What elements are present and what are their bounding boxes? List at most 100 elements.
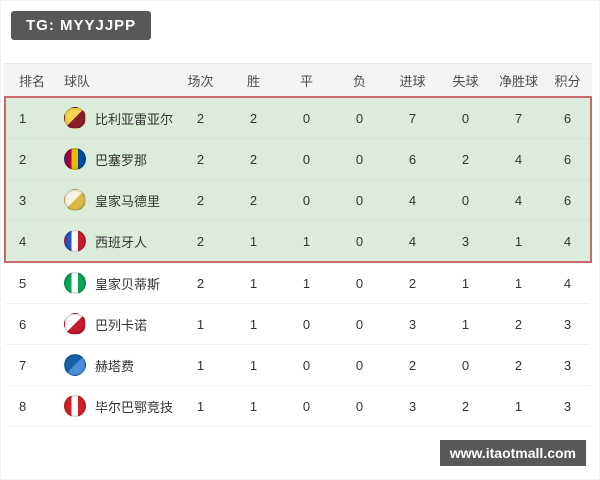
table-row: 2 巴塞罗那 2 2 0 0 6 2 4 6 — [6, 139, 590, 180]
stat-cell: 0 — [461, 357, 470, 373]
stat-cell: 2 — [249, 192, 258, 208]
team-name: 皇家贝蒂斯 — [95, 276, 161, 292]
rank-cell: 4 — [19, 233, 27, 249]
stat-cell: 3 — [408, 398, 417, 414]
team-cell: 西班牙人 — [64, 230, 174, 252]
athletic-bilbao-crest-icon — [64, 395, 86, 417]
stat-cell: 0 — [302, 357, 311, 373]
header-points: 积分 — [554, 73, 581, 89]
header-goals-against: 失球 — [452, 73, 479, 89]
stat-cell: 1 — [514, 233, 523, 249]
team-cell: 毕尔巴鄂竞技 — [64, 395, 174, 417]
villarreal-crest-icon — [64, 107, 86, 129]
table-row: 1 比利亚雷亚尔 2 2 0 0 7 0 7 6 — [6, 98, 590, 139]
stat-cell: 0 — [302, 316, 311, 332]
watermark-badge: www.itaotmall.com — [439, 440, 586, 466]
stat-cell: 1 — [196, 398, 205, 414]
stat-cell: 4 — [563, 233, 572, 249]
stat-cell: 3 — [461, 233, 470, 249]
team-cell: 巴列卡诺 — [64, 313, 174, 335]
stat-cell: 0 — [461, 110, 470, 126]
barcelona-crest-icon — [64, 148, 86, 170]
stat-cell: 2 — [196, 275, 205, 291]
stat-cell: 0 — [355, 110, 364, 126]
table-row: 7 赫塔费 1 1 0 0 2 0 2 3 — [6, 345, 590, 386]
header-rank: 排名 — [19, 73, 46, 89]
table-row: 8 毕尔巴鄂竞技 1 1 0 0 3 2 1 3 — [6, 386, 590, 427]
header-draws: 平 — [299, 73, 313, 89]
stat-cell: 1 — [249, 316, 258, 332]
stat-cell: 4 — [514, 192, 523, 208]
standings-rows: 5 皇家贝蒂斯 2 1 1 0 2 1 1 4 6 巴列卡诺 1 1 0 0 3 1 2 3 7 赫塔费 1 1 0 0 2 0 2 3 8… — [4, 263, 592, 427]
rank-cell: 7 — [19, 357, 27, 373]
stat-cell: 0 — [355, 275, 364, 291]
stat-cell: 7 — [408, 110, 417, 126]
tg-badge: TG: MYYJJPP — [11, 11, 152, 40]
stat-cell: 1 — [302, 275, 311, 291]
stat-cell: 0 — [302, 192, 311, 208]
header-losses: 负 — [352, 73, 366, 89]
table-row: 3 皇家马德里 2 2 0 0 4 0 4 6 — [6, 180, 590, 221]
stat-cell: 1 — [514, 275, 523, 291]
rank-cell: 5 — [19, 275, 27, 291]
stat-cell: 2 — [249, 151, 258, 167]
stat-cell: 7 — [514, 110, 523, 126]
stat-cell: 0 — [461, 192, 470, 208]
stat-cell: 6 — [563, 192, 572, 208]
table-row: 6 巴列卡诺 1 1 0 0 3 1 2 3 — [6, 304, 590, 345]
team-cell: 皇家马德里 — [64, 189, 174, 211]
stat-cell: 6 — [408, 151, 417, 167]
stat-cell: 3 — [563, 316, 572, 332]
stat-cell: 2 — [514, 357, 523, 373]
stat-cell: 6 — [563, 151, 572, 167]
stat-cell: 0 — [355, 151, 364, 167]
team-cell: 巴塞罗那 — [64, 148, 174, 170]
highlight-zone: 1 比利亚雷亚尔 2 2 0 0 7 0 7 6 2 巴塞罗那 2 2 0 0 6 2 4 6 3 皇家马德里 2 2 0 0 4 0… — [4, 96, 592, 263]
team-cell: 比利亚雷亚尔 — [64, 107, 174, 129]
real-madrid-crest-icon — [64, 189, 86, 211]
table-row: 5 皇家贝蒂斯 2 1 1 0 2 1 1 4 — [6, 263, 590, 304]
stat-cell: 3 — [563, 398, 572, 414]
stat-cell: 0 — [302, 151, 311, 167]
team-name: 巴列卡诺 — [95, 317, 148, 333]
stat-cell: 0 — [355, 233, 364, 249]
stat-cell: 1 — [302, 233, 311, 249]
team-cell: 赫塔费 — [64, 354, 174, 376]
getafe-crest-icon — [64, 354, 86, 376]
stat-cell: 4 — [408, 233, 417, 249]
rank-cell: 8 — [19, 398, 27, 414]
stat-cell: 0 — [355, 398, 364, 414]
team-name: 西班牙人 — [95, 234, 148, 250]
stat-cell: 2 — [461, 151, 470, 167]
team-name: 皇家马德里 — [95, 193, 161, 209]
stat-cell: 2 — [249, 110, 258, 126]
rayo-vallecano-crest-icon — [64, 313, 86, 335]
stat-cell: 0 — [302, 110, 311, 126]
rank-cell: 3 — [19, 192, 27, 208]
stat-cell: 3 — [408, 316, 417, 332]
stat-cell: 1 — [461, 275, 470, 291]
team-name: 比利亚雷亚尔 — [95, 111, 174, 127]
stat-cell: 0 — [355, 357, 364, 373]
stat-cell: 1 — [249, 275, 258, 291]
table-header-row: 排名 球队 场次 胜 平 负 进球 失球 净胜球 积分 — [4, 63, 592, 96]
real-betis-crest-icon — [64, 272, 86, 294]
stat-cell: 1 — [196, 316, 205, 332]
stat-cell: 6 — [563, 110, 572, 126]
stat-cell: 1 — [249, 233, 258, 249]
table-row: 4 西班牙人 2 1 1 0 4 3 1 4 — [6, 221, 590, 261]
team-name: 巴塞罗那 — [95, 152, 148, 168]
team-name: 毕尔巴鄂竞技 — [95, 399, 174, 415]
stat-cell: 2 — [461, 398, 470, 414]
rank-cell: 2 — [19, 151, 27, 167]
stat-cell: 2 — [196, 110, 205, 126]
stat-cell: 4 — [514, 151, 523, 167]
stat-cell: 1 — [249, 357, 258, 373]
header-played: 场次 — [187, 73, 214, 89]
stat-cell: 2 — [408, 275, 417, 291]
team-cell: 皇家贝蒂斯 — [64, 272, 174, 294]
header-wins: 胜 — [246, 73, 260, 89]
stat-cell: 4 — [408, 192, 417, 208]
header-goals-for: 进球 — [399, 73, 426, 89]
stat-cell: 1 — [196, 357, 205, 373]
